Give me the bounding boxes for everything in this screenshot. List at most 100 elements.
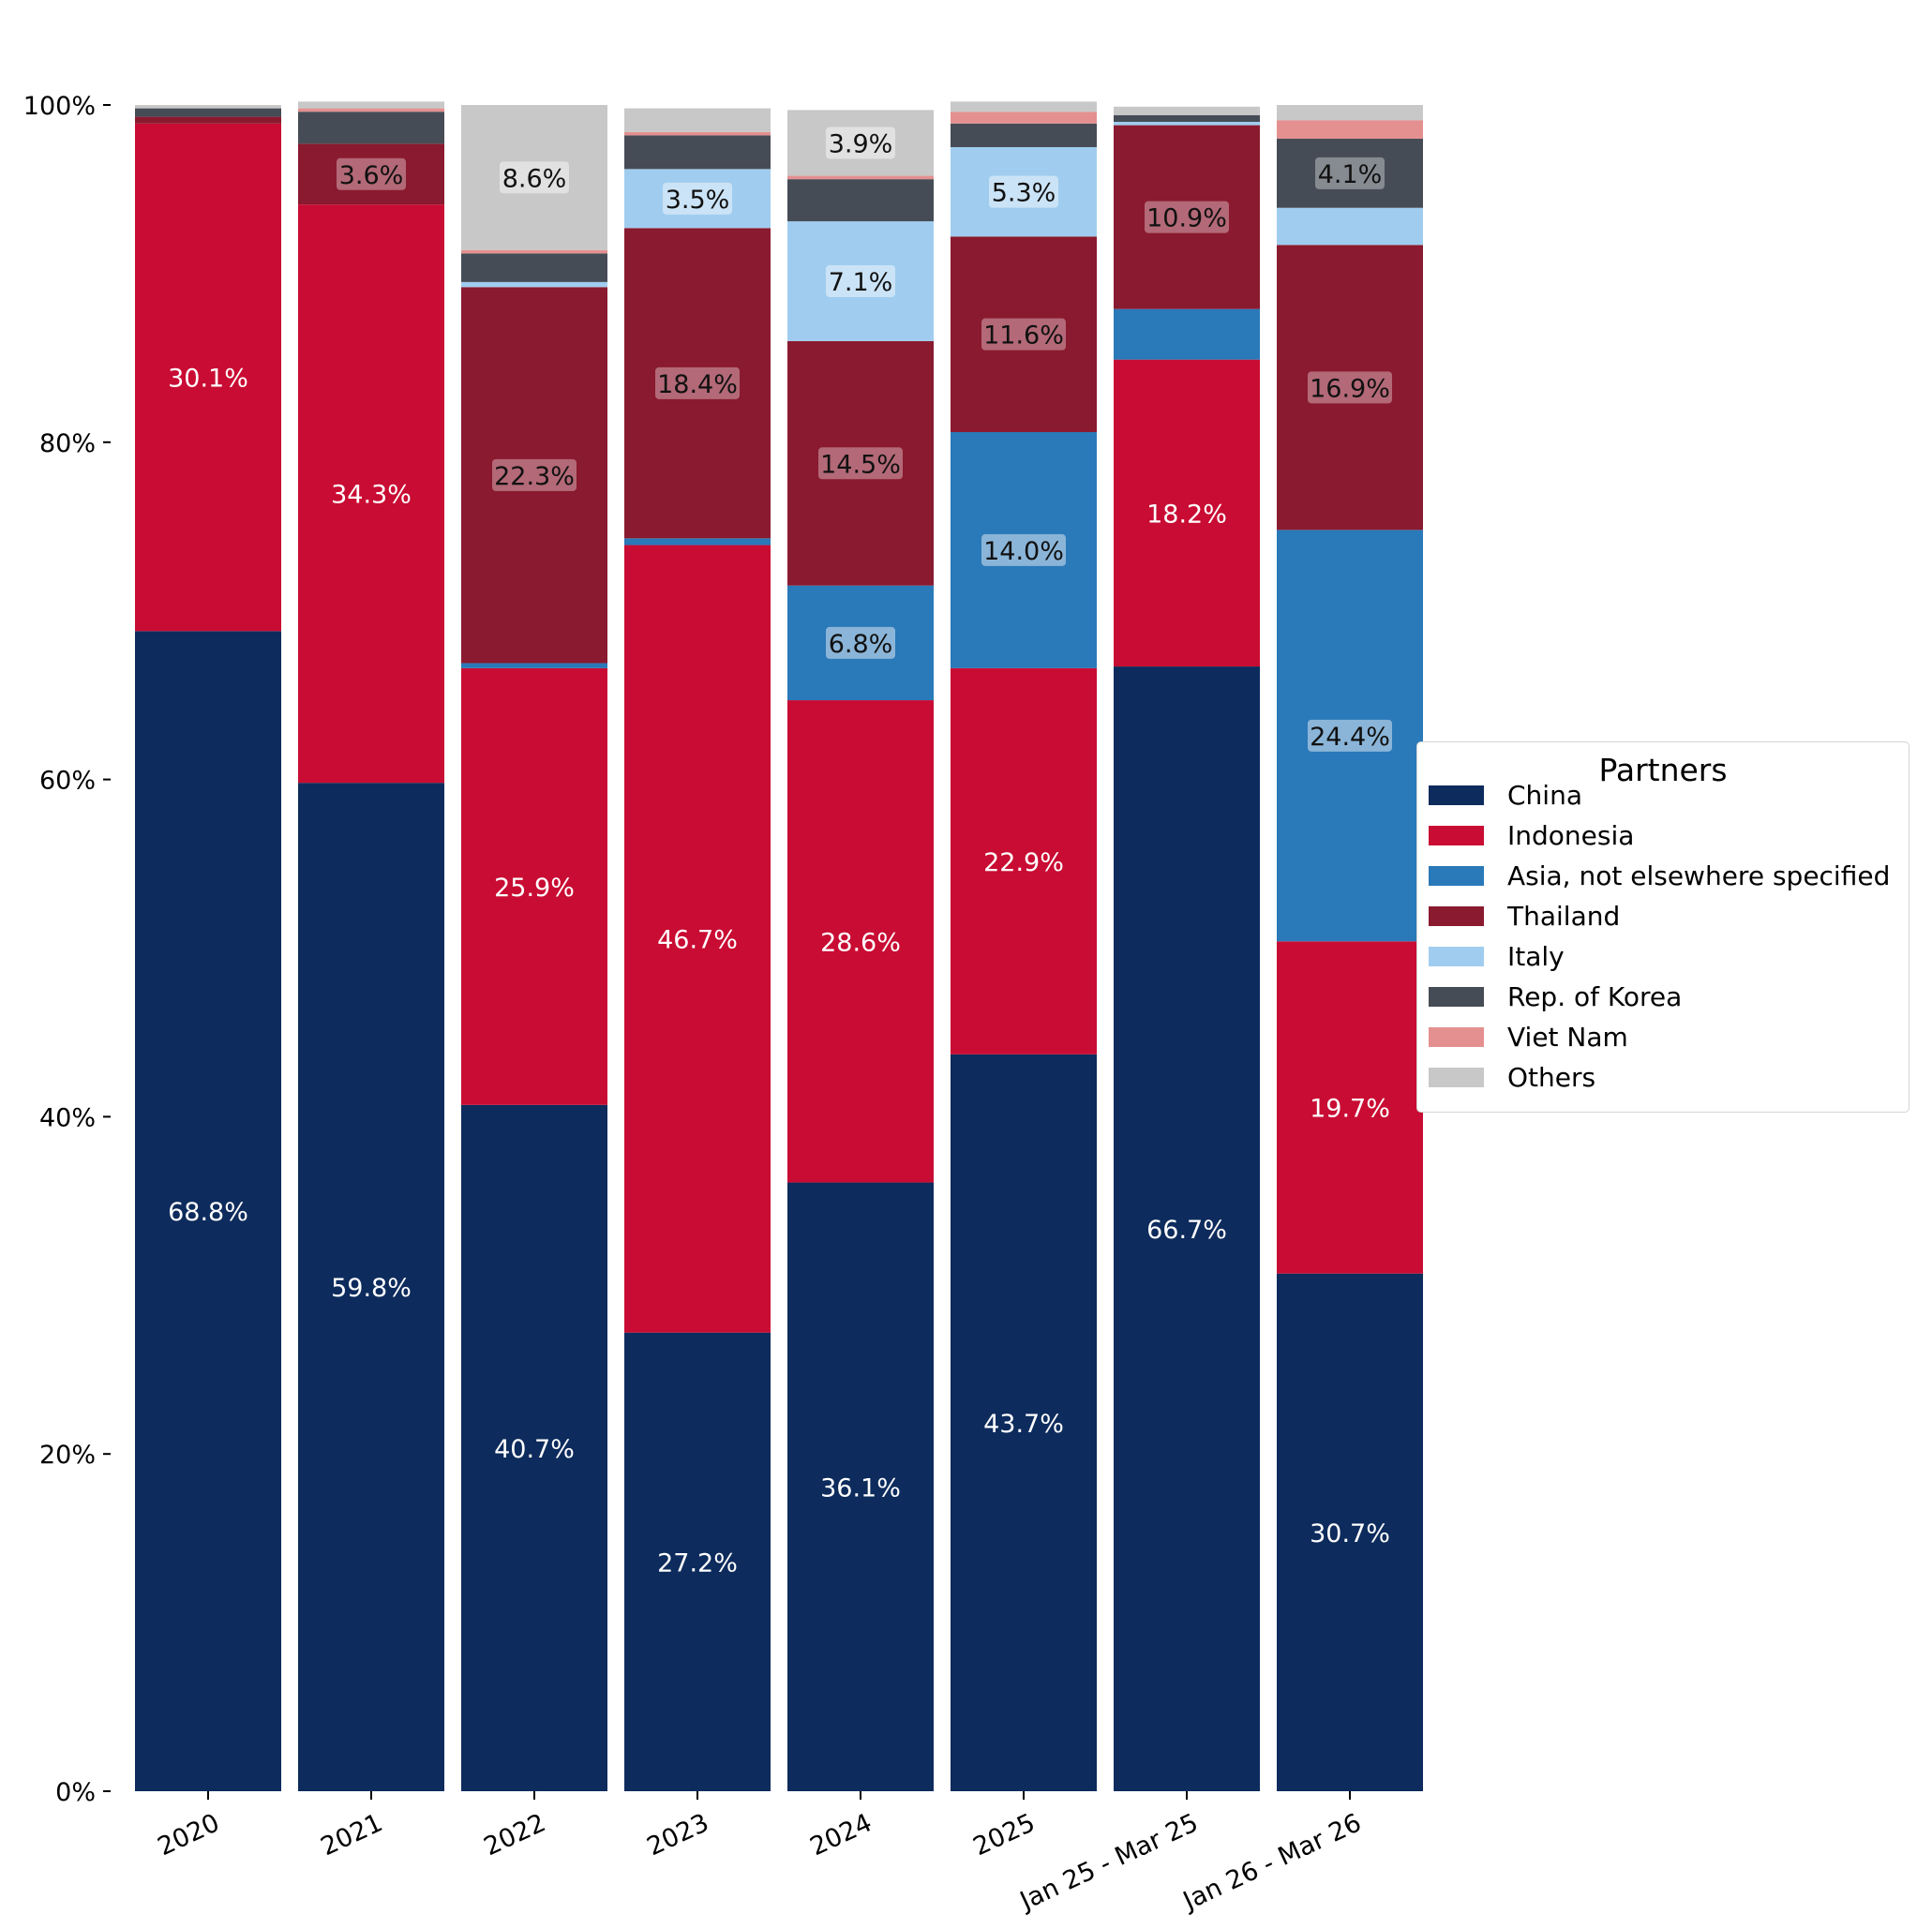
data-label-asia-not-elsewhere-specified-2025: 14.0%	[983, 537, 1064, 566]
data-label-italy-2024: 7.1%	[829, 268, 893, 297]
bar-segment-china-2021	[298, 783, 444, 1791]
data-label-background	[826, 127, 895, 159]
data-label-background	[1308, 371, 1392, 404]
bar-segment-thailand-2020	[135, 116, 281, 124]
x-tick-label: 2023	[643, 1808, 713, 1862]
data-label-background	[826, 626, 895, 659]
bar-segment-italy-jan-26-mar-26	[1277, 207, 1423, 246]
bar-segment-indonesia-jan-26-mar-26	[1277, 941, 1423, 1274]
bar-segment-thailand-2025	[951, 236, 1097, 433]
bar-segment-viet-nam-2024	[787, 175, 934, 180]
data-label-thailand-2021: 3.6%	[339, 161, 404, 190]
data-label-china-2021: 59.8%	[331, 1274, 412, 1303]
bar-segment-china-2023	[624, 1332, 771, 1791]
data-label-background	[655, 366, 740, 399]
data-label-background	[1145, 201, 1229, 233]
bar-segment-rep-of-korea-2024	[787, 179, 934, 222]
bar-segment-others-jan-25-mar-25	[1114, 106, 1260, 115]
data-label-background	[492, 458, 577, 491]
legend-label: China	[1507, 779, 1582, 811]
legend-swatch	[1429, 865, 1484, 886]
legend-label: Indonesia	[1507, 819, 1635, 851]
bar-segment-indonesia-2023	[624, 545, 771, 1333]
bar-segment-indonesia-2024	[787, 700, 934, 1183]
bar-segment-rep-of-korea-jan-25-mar-25	[1114, 114, 1260, 122]
bar-segment-china-2022	[461, 1104, 607, 1791]
legend-item-thailand: Thailand	[1429, 899, 1620, 933]
x-tick-label: 2022	[480, 1808, 550, 1862]
data-label-indonesia-2021: 34.3%	[331, 481, 412, 510]
bar-segment-viet-nam-2022	[461, 249, 607, 254]
bar-segment-viet-nam-2025	[951, 112, 1097, 124]
bar-segment-others-2020	[135, 105, 281, 109]
bar-segment-indonesia-2021	[298, 204, 444, 784]
bar-segment-viet-nam-2023	[624, 131, 771, 136]
bar-segment-indonesia-jan-25-mar-25	[1114, 359, 1260, 667]
legend-item-others: Others	[1429, 1060, 1595, 1094]
data-label-thailand-jan-25-mar-25: 10.9%	[1146, 204, 1227, 233]
bar-segment-rep-of-korea-2022	[461, 253, 607, 282]
legend-label: Rep. of Korea	[1507, 980, 1683, 1012]
bar-segment-china-2024	[787, 1182, 934, 1791]
bar-segment-indonesia-2022	[461, 667, 607, 1105]
data-label-china-2022: 40.7%	[494, 1435, 575, 1464]
bar-segment-rep-of-korea-2021	[298, 112, 444, 144]
data-label-background	[337, 157, 406, 190]
data-label-background	[818, 447, 903, 480]
legend-item-asia-not-elsewhere-specified: Asia, not elsewhere specified	[1429, 859, 1890, 892]
bar-segment-thailand-2021	[298, 143, 444, 205]
data-label-italy-2025: 5.3%	[992, 179, 1056, 208]
x-tick-label: 2025	[969, 1808, 1040, 1862]
data-label-italy-2023: 3.5%	[666, 186, 730, 215]
data-label-thailand-2025: 11.6%	[983, 322, 1064, 351]
y-tick-label: 40%	[39, 1103, 96, 1132]
data-label-china-jan-26-mar-26: 30.7%	[1310, 1519, 1390, 1548]
data-label-china-2024: 36.1%	[820, 1473, 901, 1503]
legend-swatch	[1429, 905, 1484, 926]
legend-swatch	[1429, 825, 1484, 845]
bar-segment-asia-not-elsewhere-specified-2025	[951, 432, 1097, 668]
bar-segment-others-2025	[951, 101, 1097, 112]
legend-item-indonesia: Indonesia	[1429, 818, 1634, 852]
legend-swatch	[1429, 1026, 1484, 1047]
data-label-rep-of-korea-jan-26-mar-26: 4.1%	[1318, 160, 1383, 189]
y-tick-label: 60%	[39, 767, 96, 796]
data-label-indonesia-2023: 46.7%	[657, 926, 738, 955]
x-tick-label: 2024	[806, 1808, 876, 1862]
bar-segment-china-jan-26-mar-26	[1277, 1273, 1423, 1791]
y-tick-label: 0%	[55, 1778, 96, 1807]
bars-layer	[135, 101, 1423, 1791]
legend-label: Italy	[1507, 940, 1565, 972]
bar-segment-china-2025	[951, 1054, 1097, 1791]
data-label-china-2025: 43.7%	[983, 1410, 1064, 1439]
bar-segment-rep-of-korea-2020	[135, 108, 281, 117]
data-label-asia-not-elsewhere-specified-jan-26-mar-26: 24.4%	[1310, 723, 1390, 752]
legend-swatch	[1429, 946, 1484, 966]
data-label-others-2024: 3.9%	[829, 129, 893, 158]
bar-segment-thailand-2024	[787, 340, 934, 586]
bar-segment-italy-2024	[787, 221, 934, 341]
legend-item-china: China	[1429, 778, 1582, 812]
bar-segment-others-2021	[298, 101, 444, 109]
legend-label: Thailand	[1507, 900, 1621, 932]
bar-segment-asia-not-elsewhere-specified-jan-26-mar-26	[1277, 530, 1423, 942]
data-label-background	[826, 264, 895, 297]
legend-label: Viet Nam	[1507, 1021, 1628, 1053]
bar-segment-indonesia-2025	[951, 667, 1097, 1054]
legend-item-italy: Italy	[1429, 939, 1565, 973]
data-label-background	[1315, 157, 1385, 189]
data-label-background	[981, 533, 1066, 566]
data-label-asia-not-elsewhere-specified-2024: 6.8%	[829, 630, 893, 659]
data-label-thailand-jan-26-mar-26: 16.9%	[1310, 374, 1390, 403]
data-label-thailand-2022: 22.3%	[494, 462, 575, 491]
bar-segment-rep-of-korea-jan-26-mar-26	[1277, 138, 1423, 208]
data-label-background	[981, 318, 1066, 351]
data-label-thailand-2023: 18.4%	[657, 370, 738, 399]
x-tick-label: 2021	[317, 1808, 387, 1862]
legend-label: Others	[1507, 1061, 1596, 1093]
legend-swatch	[1429, 785, 1484, 805]
bar-segment-thailand-jan-26-mar-26	[1277, 245, 1423, 531]
bar-segment-others-2023	[624, 108, 771, 132]
bar-segment-china-jan-25-mar-25	[1114, 666, 1260, 1791]
